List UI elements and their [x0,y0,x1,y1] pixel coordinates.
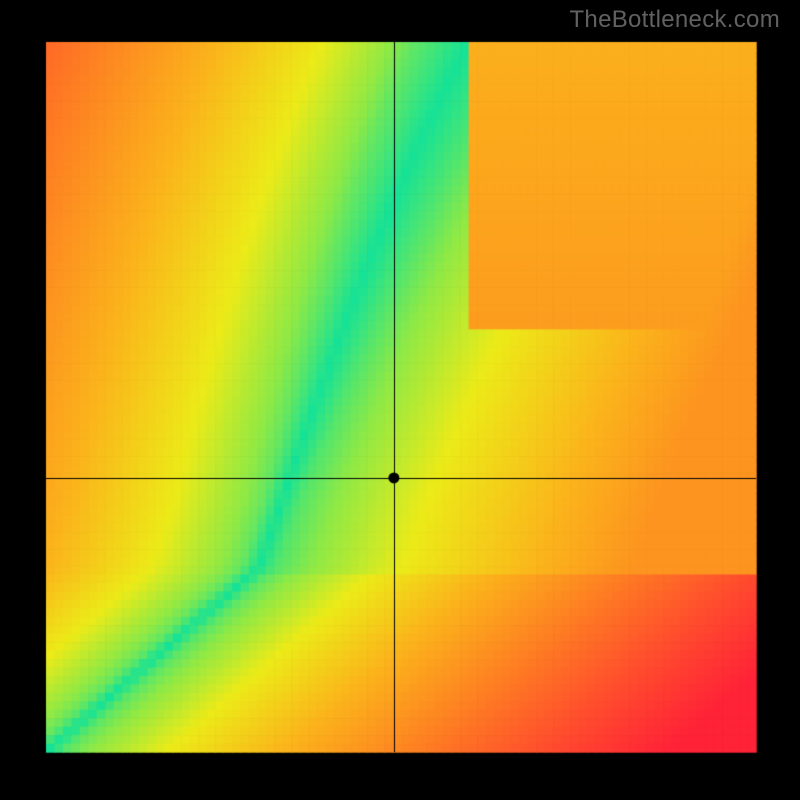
bottleneck-heatmap [0,0,800,800]
chart-container: TheBottleneck.com [0,0,800,800]
watermark-text: TheBottleneck.com [569,6,780,34]
